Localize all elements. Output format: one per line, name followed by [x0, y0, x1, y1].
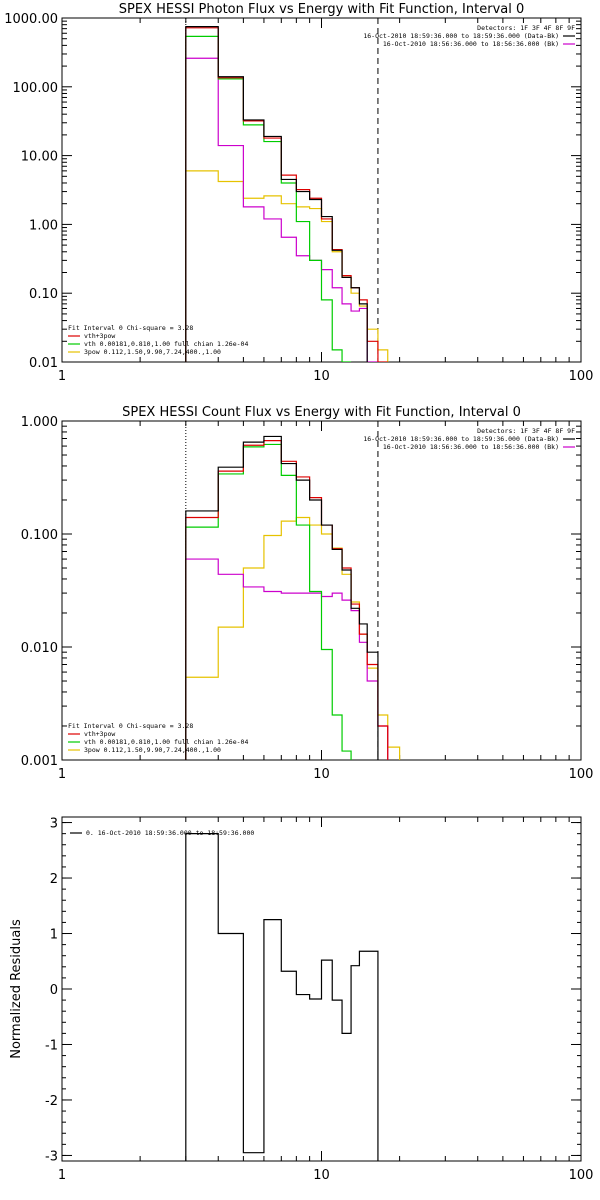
y-tick-label: 1000.00 — [4, 12, 58, 27]
series-bk — [185, 558, 389, 760]
legend-text: 0. 16-Oct-2010 18:59:36.000 to 18:59:36.… — [86, 829, 254, 837]
y-axis-label: Normalized Residuals — [9, 919, 24, 1059]
legend-fit-text: vth 0.00181,0.810,1.00 full chian 1.26e-… — [84, 738, 248, 746]
x-tick-label: 100 — [569, 1168, 594, 1183]
series-3pow — [185, 516, 401, 760]
series-vth — [185, 443, 352, 760]
x-tick-label: 1 — [58, 767, 66, 782]
plot-frame — [61, 420, 582, 761]
series-vth-3pow — [185, 440, 389, 760]
x-tick-label: 100 — [569, 767, 594, 782]
y-tick-label: 0.010 — [21, 641, 58, 656]
x-tick-label: 10 — [313, 767, 330, 782]
series-data-bk — [185, 435, 379, 760]
y-tick-label: 0.01 — [29, 356, 58, 371]
series-vth-3pow — [185, 27, 388, 362]
legend-fit-text: Fit Interval 0 Chi-square = 3.28 — [68, 722, 193, 730]
y-tick-label: 10.00 — [21, 150, 58, 165]
legend-top-text: 16-Oct-2010 18:59:36.000 to 18:59:36.000… — [363, 32, 559, 40]
x-tick-label: 10 — [313, 369, 330, 384]
legend-fit-text: vth+3pow — [84, 332, 115, 340]
chart-title: SPEX HESSI Photon Flux vs Energy with Fi… — [119, 2, 525, 17]
chart-panel-3: 1 10 100 -3 -2 -1 0 1 2 3 Normalized Residuals 0. 1… — [9, 816, 594, 1183]
series-data-bk — [185, 26, 368, 362]
y-tick-label: 2 — [50, 872, 58, 887]
legend-top-text: 16-Oct-2010 18:59:36.000 to 18:59:36.000… — [363, 435, 559, 443]
legend-fit-text: Fit Interval 0 Chi-square = 3.28 — [68, 324, 193, 332]
series-vth — [185, 35, 352, 362]
y-tick-label: 0.10 — [29, 287, 58, 302]
legend-top-text: 16-Oct-2010 18:56:36.000 to 18:56:36.000… — [383, 40, 559, 48]
y-tick-label: 0.001 — [21, 754, 58, 769]
legend-fit-text: 3pow 0.112,1.50,9.90,7.24,400.,1.00 — [84, 746, 221, 754]
plot-frame — [61, 17, 582, 363]
y-tick-label: 1.000 — [21, 415, 58, 430]
legend-fit-text: 3pow 0.112,1.50,9.90,7.24,400.,1.00 — [84, 348, 221, 356]
y-tick-label: -2 — [45, 1094, 58, 1109]
y-tick-label: 3 — [50, 817, 58, 832]
legend-top-text: Detectors: 1F 3F 4F 8F 9F — [477, 427, 575, 435]
y-tick-label: 0 — [50, 983, 58, 998]
y-tick-label: -3 — [45, 1149, 58, 1164]
series-residuals — [185, 833, 379, 1161]
series-bk — [185, 57, 378, 362]
x-tick-label: 100 — [569, 369, 594, 384]
y-tick-label: 1 — [50, 928, 58, 943]
chart-panel-1: SPEX HESSI Photon Flux vs Energy with Fi… — [4, 2, 593, 384]
y-tick-label: 0.100 — [21, 528, 58, 543]
y-tick-label: -1 — [45, 1038, 58, 1053]
chart-title: SPEX HESSI Count Flux vs Energy with Fit… — [122, 405, 521, 420]
legend-fit-text: vth 0.00181,0.810,1.00 full chian 1.26e-… — [84, 340, 248, 348]
y-tick-label: 100.00 — [13, 81, 59, 96]
legend-top-text: 16-Oct-2010 18:56:36.000 to 18:56:36.000… — [383, 443, 559, 451]
legend-top-text: Detectors: 1F 3F 4F 8F 9F — [477, 24, 575, 32]
legend-fit-text: vth+3pow — [84, 730, 115, 738]
series-3pow — [185, 170, 389, 362]
x-tick-label: 1 — [58, 369, 66, 384]
x-tick-label: 1 — [58, 1168, 66, 1183]
x-tick-label: 10 — [313, 1168, 330, 1183]
y-tick-label: 1.00 — [29, 218, 58, 233]
chart-panel-2: SPEX HESSI Count Flux vs Energy with Fit… — [21, 405, 594, 782]
